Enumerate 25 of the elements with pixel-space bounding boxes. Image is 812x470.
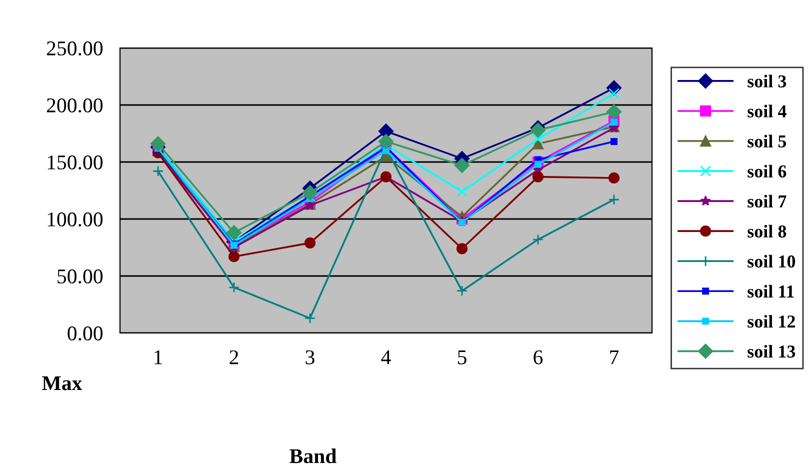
x-tick-label: 3 [306, 350, 314, 364]
legend-label: soil 3 [748, 74, 786, 88]
legend-label: soil 4 [748, 104, 786, 118]
legend-label: soil 7 [748, 194, 786, 208]
y-tick-label: 200.00 [46, 98, 103, 113]
x-tick-label: 2 [230, 350, 238, 364]
y-tick-label: 150.00 [48, 155, 103, 170]
x-tick-label: 4 [381, 350, 391, 364]
y-tick-label: 250.00 [46, 41, 103, 56]
x-tick-label: 5 [458, 350, 466, 364]
legend-label: soil 6 [748, 164, 786, 178]
x-tick-label: 7 [610, 350, 619, 364]
x-tick-label: 6 [534, 350, 543, 364]
legend-label: soil 13 [748, 344, 796, 358]
legend-label: soil 11 [748, 284, 794, 298]
legend-label: soil 5 [748, 134, 786, 148]
legend-label: soil 8 [748, 224, 786, 238]
text: Max [42, 376, 82, 390]
y-tick-label: 0.00 [68, 326, 103, 341]
x-axis-title: Band [290, 448, 337, 464]
y-tick-label: 50.00 [58, 269, 103, 284]
legend-label: soil 10 [748, 254, 796, 268]
legend-label: soil 12 [748, 314, 795, 328]
y-tick-label: 100.00 [48, 212, 103, 227]
x-tick-label: 1 [154, 350, 162, 364]
